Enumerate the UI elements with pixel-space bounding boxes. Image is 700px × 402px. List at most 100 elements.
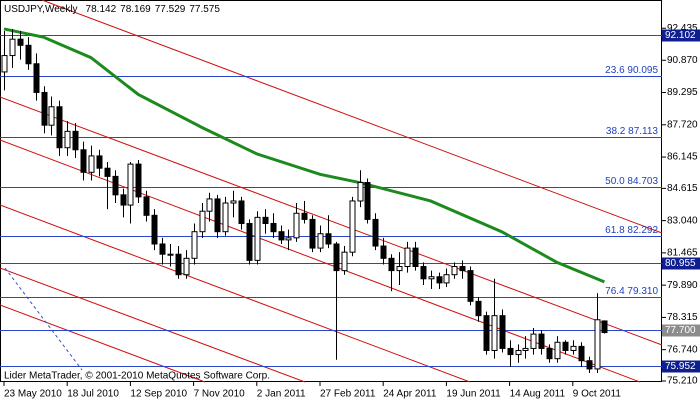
x-tick-label: 18 Jul 2010 [67, 389, 119, 400]
candle-body [270, 223, 277, 233]
candle-body [325, 233, 332, 245]
candle-body [357, 182, 364, 202]
candle-body [594, 319, 601, 370]
candle-body [530, 333, 537, 349]
price-tag-label: 80.955 [665, 258, 696, 269]
candle-body [41, 91, 48, 126]
x-tick-label: 27 Feb 2011 [320, 389, 376, 400]
candle-body [475, 300, 482, 317]
candle-body [17, 38, 24, 46]
candle-body [467, 270, 474, 302]
candle-body [601, 320, 608, 334]
candle-body [499, 315, 506, 349]
candle-body [206, 198, 213, 212]
candle-body [33, 63, 40, 93]
candle-body [1, 55, 8, 73]
candle-body [191, 231, 198, 259]
y-tick-label: 79.890 [667, 280, 698, 291]
candle-body [301, 212, 308, 220]
candle-body [388, 257, 395, 272]
y-tick-label: 87.720 [667, 119, 698, 130]
candle-body [451, 266, 458, 276]
candle-body [72, 130, 79, 151]
level-label: 61.8 82.292 [605, 225, 658, 236]
candle-body [183, 257, 190, 276]
candle-body [309, 218, 316, 249]
candle-body [578, 345, 585, 362]
level-label: 23.6 90.095 [605, 65, 658, 76]
open: 78.142 [86, 4, 117, 15]
candle-body [436, 276, 443, 284]
candle-body [238, 200, 245, 225]
candle-body [80, 149, 87, 173]
channel-line [0, 204, 471, 383]
price-tag-label: 77.700 [665, 325, 696, 336]
candle-body [230, 200, 237, 204]
candle-body [428, 276, 435, 280]
high: 78.169 [120, 4, 151, 15]
candle-body [278, 231, 285, 241]
candle-body [143, 196, 150, 216]
candle-body [175, 253, 182, 276]
channel-line [0, 96, 663, 346]
x-tick-label: 19 Jun 2011 [446, 389, 501, 400]
price-tag [662, 257, 700, 270]
y-tick-label: 83.040 [667, 215, 698, 226]
candle-body [412, 247, 419, 268]
candle-body [135, 163, 142, 198]
channel-line [0, 267, 306, 383]
symbol: USDJPY,Weekly [4, 4, 78, 15]
x-tick-label: 24 Apr 2011 [383, 389, 437, 400]
candle-body [285, 237, 292, 241]
candle-body [546, 347, 553, 360]
candle-body [317, 233, 324, 249]
price-tag-label: 92.102 [665, 30, 696, 41]
footer: Lider MetaTrader, © 2001-2010 MetaQuotes… [4, 371, 270, 382]
candle-body [420, 266, 427, 280]
moving-average [3, 27, 605, 284]
y-tick-label: 86.145 [667, 152, 698, 163]
chart-title: USDJPY,Weekly 78.142 78.169 77.529 77.575 [4, 4, 220, 15]
candle-body [262, 216, 269, 225]
level-label: 50.0 84.703 [605, 176, 658, 187]
channel-line [41, 0, 663, 234]
low: 77.529 [155, 4, 186, 15]
candle-body [554, 341, 561, 360]
candle-body [404, 247, 411, 268]
candle-body [349, 200, 356, 253]
price-tag [662, 29, 700, 42]
close: 77.575 [189, 4, 220, 15]
level-label: 76.4 79.310 [605, 286, 658, 297]
candle-body [515, 349, 522, 356]
x-tick-label: 23 May 2010 [4, 389, 62, 400]
candle-body [112, 175, 119, 196]
candle-body [48, 106, 55, 126]
candle-body [562, 341, 569, 351]
candle-body [372, 218, 379, 247]
candle-body [443, 274, 450, 284]
y-tick-label: 81.465 [667, 248, 698, 259]
candle-body [127, 163, 134, 206]
candle-body [459, 266, 466, 272]
candle-body [254, 216, 261, 261]
candle-body [364, 182, 371, 220]
candle-body [570, 345, 577, 351]
candle-body [341, 251, 348, 272]
candle-body [159, 243, 166, 255]
y-tick-label: 84.615 [667, 183, 698, 194]
y-tick-label: 76.740 [667, 344, 698, 355]
candle-body [507, 347, 514, 356]
price-tag [662, 360, 700, 373]
price-tag [662, 324, 700, 337]
candle-body [522, 347, 529, 351]
candle-body [64, 130, 71, 149]
candle-body [214, 198, 221, 233]
candle-body [167, 253, 174, 256]
candle-body [586, 360, 593, 370]
trend-channel [0, 0, 663, 383]
candle-body [56, 106, 63, 149]
candle-body [88, 155, 95, 173]
x-tick-label: 14 Aug 2011 [510, 389, 566, 400]
x-tick-label: 9 Oct 2011 [573, 389, 622, 400]
